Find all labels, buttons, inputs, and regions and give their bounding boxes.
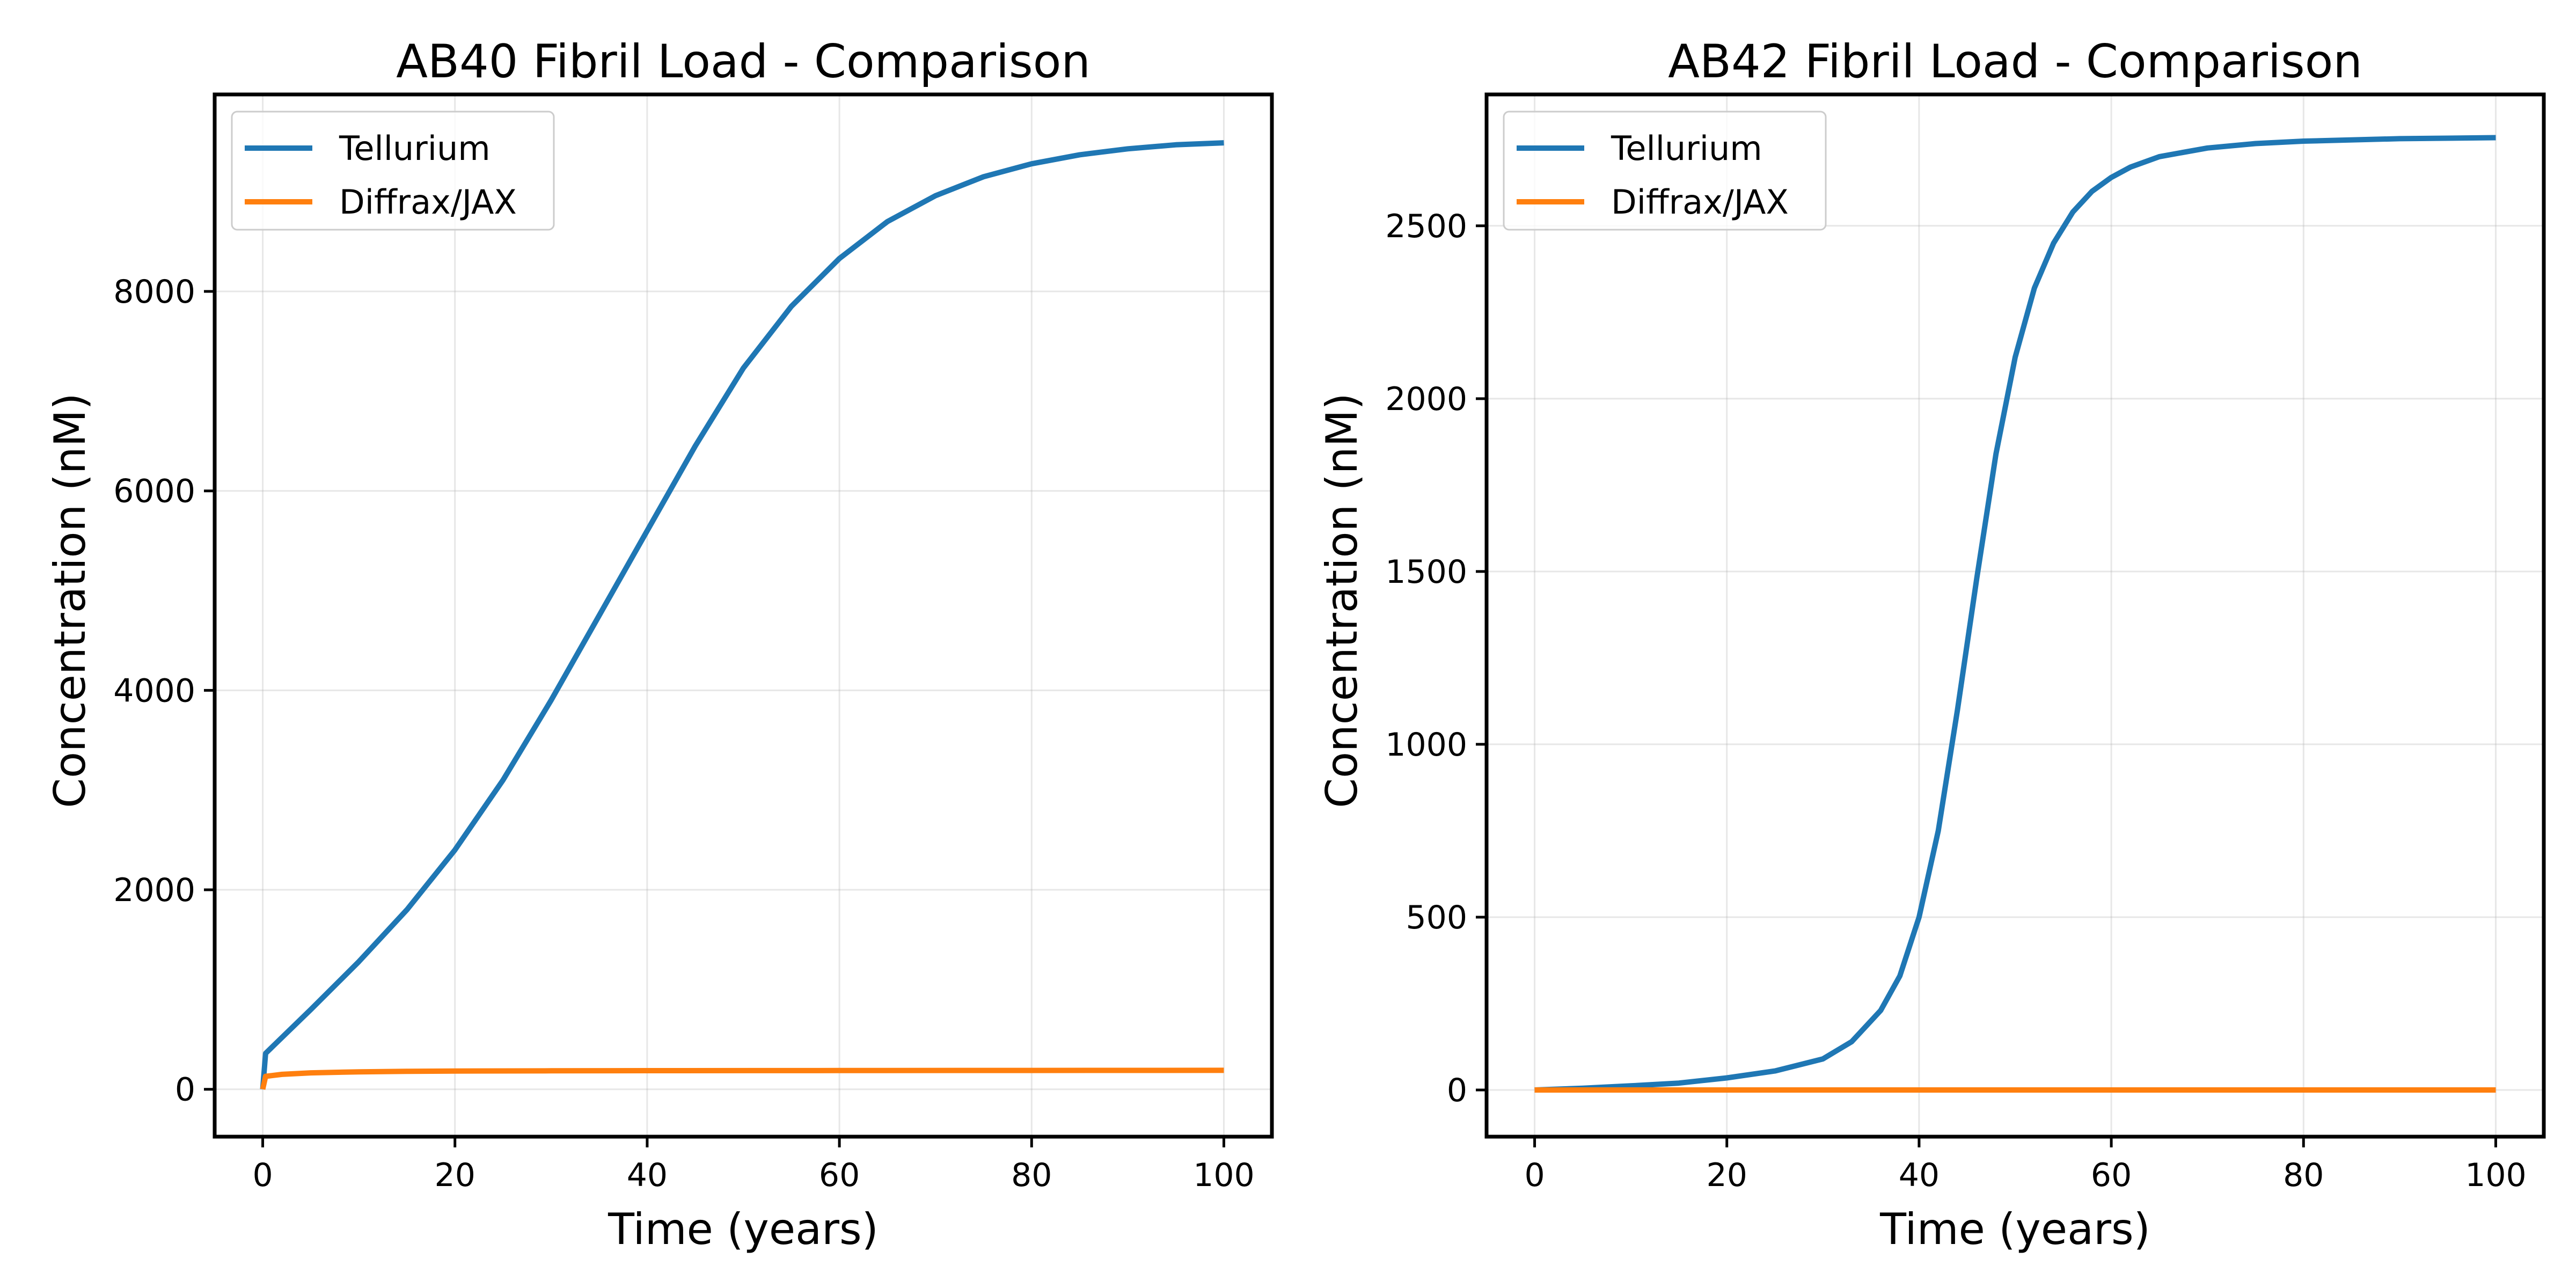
y-tick-label: 2500 [1385,208,1467,245]
x-tick-label: 60 [2091,1157,2132,1194]
y-tick-label: 6000 [113,473,195,510]
series-lines [1534,135,2496,1093]
legend: Tellurium Diffrax/JAX [231,111,555,231]
x-tick-label: 0 [252,1157,273,1194]
series-line-diffrax-jax [260,1067,1224,1090]
y-tick-label: 0 [1447,1072,1467,1109]
y-axis-label: Concentration (nM) [45,393,95,808]
y-tick-label: 500 [1406,899,1467,936]
y-tick-label: 4000 [113,672,195,709]
legend-label-tellurium: Tellurium [1611,129,1762,168]
x-tick-label: 40 [627,1157,668,1194]
x-tick-label: 80 [1011,1157,1052,1194]
plot-frame [213,92,1274,1139]
series-line-tellurium [1534,135,2496,1093]
chart-title: AB40 Fibril Load - Comparison [396,35,1091,89]
x-tick-label: 20 [435,1157,475,1194]
x-tick-label: 40 [1899,1157,1940,1194]
legend: Tellurium Diffrax/JAX [1503,111,1827,231]
x-axis-label: Time (years) [1879,1204,2150,1254]
x-axis-label: Time (years) [608,1204,879,1254]
x-tick-label: 60 [819,1157,860,1194]
chart-title: AB42 Fibril Load - Comparison [1668,35,2362,89]
axis-ticks: 0 20 40 60 80 100 0 2000 4000 6000 8000 [113,273,1254,1194]
y-tick-label: 2000 [1385,380,1467,418]
chart-panel-ab40: 0 20 40 60 80 100 0 2000 4000 6000 8000 AB40 Fibri… [45,35,1274,1254]
x-tick-label: 100 [1193,1157,1255,1194]
grid [215,94,1272,1137]
y-tick-label: 8000 [113,273,195,311]
x-tick-label: 20 [1707,1157,1747,1194]
y-tick-label: 1000 [1385,726,1467,764]
grid [1487,94,2544,1137]
x-tick-label: 80 [2283,1157,2324,1194]
plot-frame [1484,92,2546,1139]
y-tick-label: 0 [175,1071,195,1109]
x-tick-label: 0 [1524,1157,1545,1194]
legend-label-tellurium: Tellurium [339,129,491,168]
y-tick-label: 1500 [1385,553,1467,591]
y-axis-label: Concentration (nM) [1317,393,1367,808]
y-tick-label: 2000 [113,872,195,909]
x-tick-label: 100 [2465,1157,2527,1194]
legend-label-diffrax: Diffrax/JAX [339,182,517,222]
series-lines [260,140,1224,1090]
legend-label-diffrax: Diffrax/JAX [1611,182,1789,222]
series-line-tellurium [260,140,1224,1090]
